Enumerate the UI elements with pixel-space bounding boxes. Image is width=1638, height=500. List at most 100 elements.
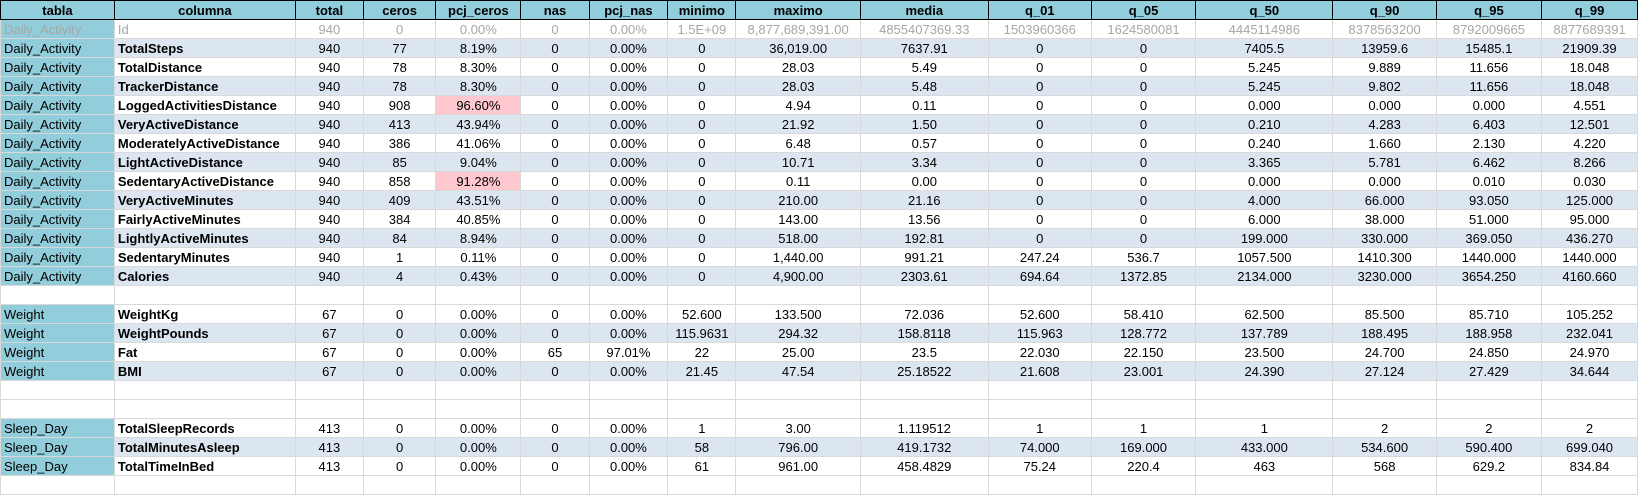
- cell-q-01[interactable]: 0: [987, 114, 1092, 134]
- header-cell-media[interactable]: media: [859, 0, 989, 20]
- cell-q-99[interactable]: 105.252: [1541, 304, 1638, 324]
- cell-empty[interactable]: [113, 285, 296, 305]
- cell-pcj-nas[interactable]: 0.00%: [588, 361, 669, 381]
- cell-columna[interactable]: ModeratelyActiveDistance: [113, 133, 296, 153]
- cell-q-99[interactable]: 2: [1541, 418, 1638, 438]
- cell-tabla[interactable]: Sleep_Day: [0, 437, 115, 457]
- cell-q-99[interactable]: 34.644: [1541, 361, 1638, 381]
- cell-empty[interactable]: [1435, 380, 1543, 400]
- cell-media[interactable]: 25.18522: [859, 361, 989, 381]
- cell-empty[interactable]: [1541, 285, 1638, 305]
- cell-ceros[interactable]: 0: [362, 304, 437, 324]
- cell-media[interactable]: 1.119512: [859, 418, 989, 438]
- cell-minimo[interactable]: 0: [667, 247, 737, 267]
- cell-q-01[interactable]: 75.24: [987, 456, 1092, 476]
- cell-media[interactable]: 192.81: [859, 228, 989, 248]
- cell-nas[interactable]: 0: [520, 114, 590, 134]
- cell-q-05[interactable]: 128.772: [1090, 323, 1197, 343]
- cell-q-99[interactable]: 4160.660: [1541, 266, 1638, 286]
- cell-q-95[interactable]: 6.403: [1435, 114, 1543, 134]
- cell-maximo[interactable]: 28.03: [735, 57, 861, 77]
- cell-minimo[interactable]: 0: [667, 133, 737, 153]
- cell-q-01[interactable]: 52.600: [987, 304, 1092, 324]
- cell-pcj-ceros[interactable]: 41.06%: [435, 133, 522, 153]
- cell-pcj-ceros[interactable]: 0.43%: [435, 266, 522, 286]
- cell-pcj-ceros[interactable]: 0.00%: [435, 418, 522, 438]
- cell-pcj-ceros[interactable]: 0.00%: [435, 304, 522, 324]
- cell-q-50[interactable]: 0.240: [1195, 133, 1334, 153]
- cell-nas[interactable]: 65: [520, 342, 590, 362]
- cell-q-95[interactable]: 27.429: [1435, 361, 1543, 381]
- cell-empty[interactable]: [1090, 285, 1197, 305]
- cell-q-95[interactable]: 1440.000: [1435, 247, 1543, 267]
- cell-nas[interactable]: 0: [520, 38, 590, 58]
- cell-empty[interactable]: [1541, 475, 1638, 495]
- cell-nas[interactable]: 0: [520, 190, 590, 210]
- cell-total[interactable]: 413: [294, 437, 364, 457]
- cell-q-99[interactable]: 18.048: [1541, 57, 1638, 77]
- cell-maximo[interactable]: 796.00: [735, 437, 861, 457]
- cell-empty[interactable]: [435, 399, 522, 419]
- cell-minimo[interactable]: 0: [667, 95, 737, 115]
- cell-columna[interactable]: VeryActiveMinutes: [113, 190, 296, 210]
- cell-media[interactable]: 0.57: [859, 133, 989, 153]
- cell-q-99[interactable]: 1440.000: [1541, 247, 1638, 267]
- cell-pcj-ceros[interactable]: 8.30%: [435, 76, 522, 96]
- cell-empty[interactable]: [0, 285, 115, 305]
- cell-minimo[interactable]: 61: [667, 456, 737, 476]
- cell-empty[interactable]: [362, 475, 437, 495]
- cell-nas[interactable]: 0: [520, 76, 590, 96]
- header-cell-q-95[interactable]: q_95: [1435, 0, 1543, 20]
- cell-minimo[interactable]: 0: [667, 152, 737, 172]
- cell-q-90[interactable]: 0.000: [1332, 95, 1437, 115]
- cell-nas[interactable]: 0: [520, 57, 590, 77]
- cell-empty[interactable]: [362, 380, 437, 400]
- cell-q-01[interactable]: 0: [987, 171, 1092, 191]
- cell-pcj-ceros[interactable]: 0.00%: [435, 323, 522, 343]
- cell-empty[interactable]: [667, 285, 737, 305]
- cell-q-95[interactable]: 0.000: [1435, 95, 1543, 115]
- cell-q-99[interactable]: 12.501: [1541, 114, 1638, 134]
- cell-q-95[interactable]: 51.000: [1435, 209, 1543, 229]
- cell-empty[interactable]: [1090, 475, 1197, 495]
- cell-q-90[interactable]: 27.124: [1332, 361, 1437, 381]
- cell-q-99[interactable]: 95.000: [1541, 209, 1638, 229]
- cell-q-05[interactable]: 0: [1090, 133, 1197, 153]
- cell-q-01[interactable]: 0: [987, 76, 1092, 96]
- cell-nas[interactable]: 0: [520, 95, 590, 115]
- cell-ceros[interactable]: 78: [362, 57, 437, 77]
- cell-minimo[interactable]: 0: [667, 228, 737, 248]
- cell-pcj-nas[interactable]: 0.00%: [588, 418, 669, 438]
- cell-empty[interactable]: [735, 399, 861, 419]
- cell-q-50[interactable]: 1: [1195, 418, 1334, 438]
- cell-media[interactable]: 1.50: [859, 114, 989, 134]
- cell-minimo[interactable]: 0: [667, 114, 737, 134]
- cell-minimo[interactable]: 0: [667, 171, 737, 191]
- cell-nas[interactable]: 0: [520, 171, 590, 191]
- cell-total[interactable]: 940: [294, 95, 364, 115]
- cell-q-95[interactable]: 24.850: [1435, 342, 1543, 362]
- cell-minimo[interactable]: 0: [667, 266, 737, 286]
- cell-media[interactable]: 991.21: [859, 247, 989, 267]
- cell-maximo[interactable]: 133.500: [735, 304, 861, 324]
- cell-pcj-ceros[interactable]: 0.00%: [435, 456, 522, 476]
- cell-tabla[interactable]: Daily_Activity: [0, 76, 115, 96]
- cell-pcj-ceros[interactable]: 0.00%: [435, 437, 522, 457]
- cell-empty[interactable]: [362, 399, 437, 419]
- cell-pcj-nas[interactable]: 0.00%: [588, 133, 669, 153]
- cell-q-50[interactable]: 23.500: [1195, 342, 1334, 362]
- cell-columna[interactable]: TotalDistance: [113, 57, 296, 77]
- cell-media[interactable]: 0.11: [859, 95, 989, 115]
- cell-empty[interactable]: [987, 380, 1092, 400]
- cell-columna[interactable]: TotalSteps: [113, 38, 296, 58]
- cell-q-99[interactable]: 8.266: [1541, 152, 1638, 172]
- cell-q-95[interactable]: 11.656: [1435, 76, 1543, 96]
- cell-media[interactable]: 21.16: [859, 190, 989, 210]
- header-cell-q-05[interactable]: q_05: [1090, 0, 1197, 20]
- cell-q-50[interactable]: 4.000: [1195, 190, 1334, 210]
- cell-minimo[interactable]: 0: [667, 38, 737, 58]
- cell-pcj-nas[interactable]: 0.00%: [588, 228, 669, 248]
- cell-empty[interactable]: [588, 475, 669, 495]
- cell-total[interactable]: 940: [294, 133, 364, 153]
- cell-q-01[interactable]: 247.24: [987, 247, 1092, 267]
